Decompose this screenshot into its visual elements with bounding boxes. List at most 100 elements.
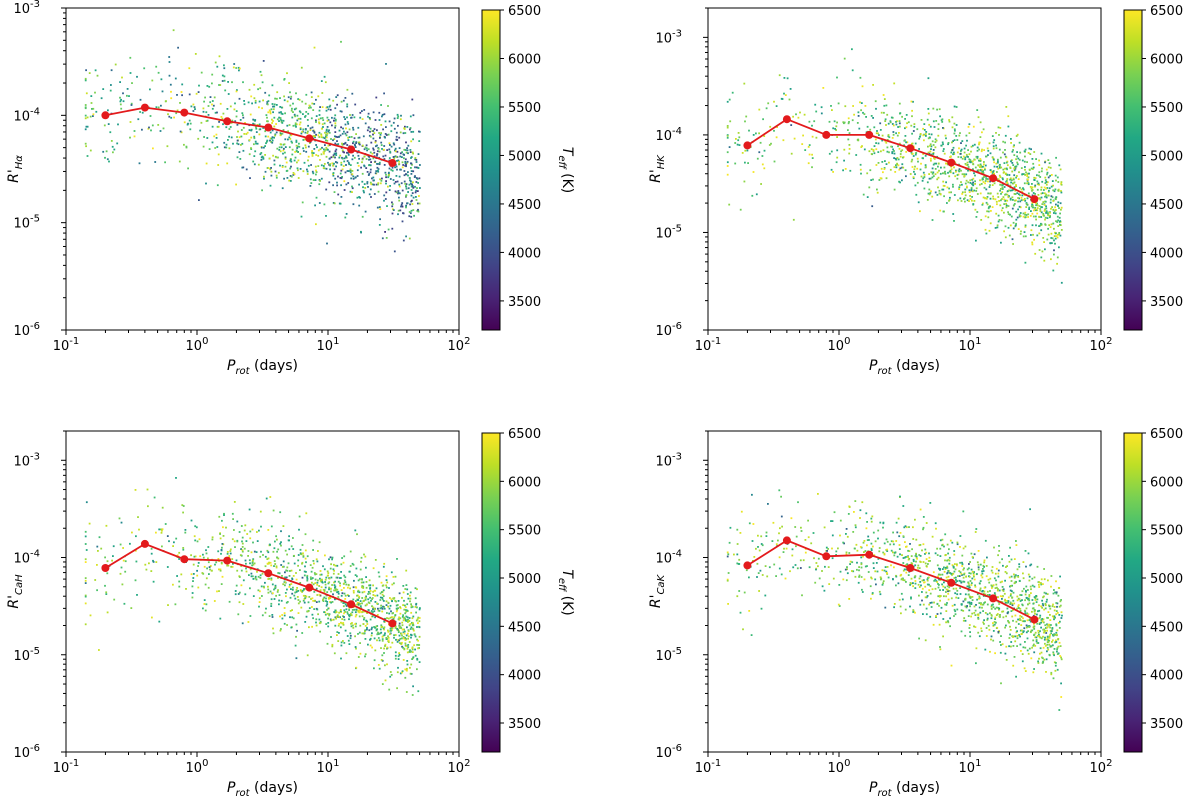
scatter-point <box>1032 215 1035 218</box>
scatter-point <box>898 122 901 125</box>
scatter-point <box>90 102 93 104</box>
scatter-point <box>334 616 337 619</box>
scatter-point <box>1060 682 1062 685</box>
scatter-point <box>870 148 873 151</box>
scatter-point <box>266 139 269 142</box>
scatter-point <box>221 74 224 77</box>
scatter-point <box>1002 616 1005 619</box>
scatter-point <box>1003 211 1005 214</box>
scatter-point <box>370 141 373 144</box>
scatter-point <box>922 516 925 518</box>
scatter-point <box>990 635 993 638</box>
scatter-point <box>952 153 954 156</box>
scatter-point <box>329 108 332 111</box>
scatter-point <box>203 136 205 138</box>
scatter-point <box>957 199 959 202</box>
scatter-point <box>866 544 868 547</box>
scatter-point <box>1010 593 1012 595</box>
scatter-point <box>868 539 870 541</box>
scatter-point <box>356 603 358 606</box>
scatter-point <box>84 117 87 120</box>
scatter-point <box>949 196 951 199</box>
scatter-point <box>326 119 329 122</box>
scatter-point <box>405 206 407 209</box>
scatter-point <box>953 553 956 556</box>
scatter-point <box>1049 174 1051 177</box>
scatter-point <box>386 149 389 151</box>
scatter-point <box>279 134 282 137</box>
scatter-point <box>885 124 887 126</box>
scatter-point <box>897 158 900 161</box>
scatter-point <box>343 189 346 191</box>
scatter-point <box>272 509 275 512</box>
scatter-point <box>758 108 761 111</box>
scatter-point <box>960 148 963 151</box>
scatter-point <box>918 137 921 140</box>
scatter-point <box>914 173 916 176</box>
scatter-point <box>84 77 87 80</box>
scatter-point <box>373 610 376 613</box>
scatter-point <box>293 113 296 116</box>
scatter-point <box>377 637 380 639</box>
scatter-point <box>287 562 290 565</box>
scatter-point <box>238 576 241 578</box>
scatter-point <box>328 614 330 617</box>
scatter-point <box>726 126 729 129</box>
scatter-point <box>928 603 931 606</box>
scatter-point <box>315 121 317 123</box>
scatter-point <box>992 197 995 200</box>
scatter-point <box>998 174 1001 177</box>
scatter-point <box>292 102 294 105</box>
scatter-point <box>931 195 934 198</box>
scatter-point <box>417 182 419 184</box>
scatter-point <box>991 156 994 159</box>
scatter-point <box>366 626 368 629</box>
scatter-point <box>250 147 252 149</box>
scatter-point <box>231 558 234 560</box>
scatter-point <box>801 143 804 145</box>
scatter-point <box>399 168 401 171</box>
scatter-point <box>904 139 906 142</box>
scatter-point <box>409 672 412 675</box>
scatter-point <box>331 558 333 561</box>
scatter-point <box>268 94 271 97</box>
scatter-point <box>941 573 944 576</box>
scatter-point <box>848 152 851 155</box>
scatter-point <box>253 123 256 126</box>
scatter-point <box>359 196 361 199</box>
scatter-point <box>386 581 389 584</box>
scatter-point <box>942 127 944 129</box>
scatter-point <box>329 104 332 107</box>
scatter-point <box>980 183 983 185</box>
scatter-point <box>953 122 956 125</box>
scatter-point <box>939 172 942 175</box>
scatter-point <box>312 560 315 562</box>
scatter-point <box>1006 160 1009 163</box>
scatter-point <box>280 530 282 533</box>
scatter-point <box>234 593 237 596</box>
scatter-point <box>313 148 316 150</box>
scatter-point <box>261 614 264 617</box>
scatter-point <box>205 549 207 552</box>
scatter-point <box>377 190 380 193</box>
scatter-point <box>1057 225 1060 227</box>
scatter-point <box>958 579 961 582</box>
scatter-point <box>354 529 357 532</box>
scatter-point <box>97 550 99 552</box>
scatter-point <box>773 129 775 132</box>
scatter-point <box>415 177 418 179</box>
scatter-point <box>767 503 769 505</box>
scatter-point <box>351 611 354 614</box>
scatter-point <box>905 546 907 548</box>
scatter-point <box>1008 645 1010 648</box>
scatter-point <box>752 134 755 136</box>
scatter-point <box>209 101 212 104</box>
scatter-point <box>407 618 409 621</box>
scatter-point <box>828 120 831 123</box>
scatter-point <box>241 112 244 115</box>
scatter-point <box>1038 604 1040 607</box>
scatter-point <box>955 169 957 172</box>
scatter-point <box>899 112 902 114</box>
scatter-point <box>206 119 209 122</box>
scatter-point <box>996 586 998 589</box>
